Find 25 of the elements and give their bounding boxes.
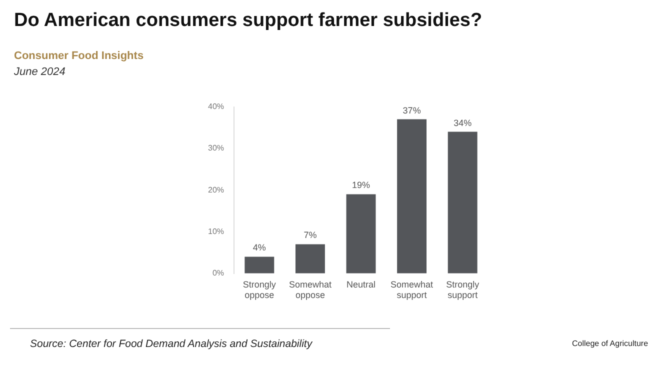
data-label: 37% bbox=[402, 105, 421, 116]
data-label: 4% bbox=[252, 242, 266, 253]
y-tick-label: 0% bbox=[212, 268, 224, 278]
bar bbox=[295, 244, 325, 274]
x-tick-label: Somewhat oppose bbox=[288, 279, 332, 300]
x-tick-label: Somewhat support bbox=[390, 279, 434, 300]
x-tick-label: Strongly support bbox=[446, 279, 480, 300]
text: College of Agriculture bbox=[572, 339, 648, 348]
bar bbox=[397, 119, 427, 274]
data-label: 19% bbox=[352, 180, 370, 190]
y-tick-label: 30% bbox=[208, 144, 224, 153]
x-tick-label: Strongly oppose bbox=[242, 279, 276, 300]
x-tick-label: Neutral bbox=[346, 279, 376, 290]
data-label: 34% bbox=[454, 118, 472, 128]
y-tick-label: 10% bbox=[208, 226, 224, 236]
bar bbox=[244, 256, 274, 274]
bar bbox=[448, 132, 478, 274]
y-tick-label: 40% bbox=[208, 102, 224, 112]
text: Consumer Food Insights bbox=[14, 50, 144, 62]
chart-title: Do American consumers support farmer subsidies? bbox=[14, 10, 482, 32]
bar bbox=[346, 194, 376, 274]
text: June 2024 bbox=[14, 66, 66, 78]
data-label: 7% bbox=[304, 230, 317, 240]
y-tick-label: 20% bbox=[208, 185, 224, 194]
source-note: Source: Center for Food Demand Analysis and Sustainability bbox=[30, 338, 312, 350]
